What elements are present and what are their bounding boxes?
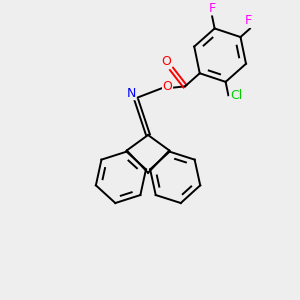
Text: O: O xyxy=(162,56,172,68)
Text: Cl: Cl xyxy=(230,89,242,102)
Text: F: F xyxy=(208,2,216,15)
Text: F: F xyxy=(244,14,252,27)
Text: O: O xyxy=(163,80,172,93)
Text: N: N xyxy=(127,87,136,100)
